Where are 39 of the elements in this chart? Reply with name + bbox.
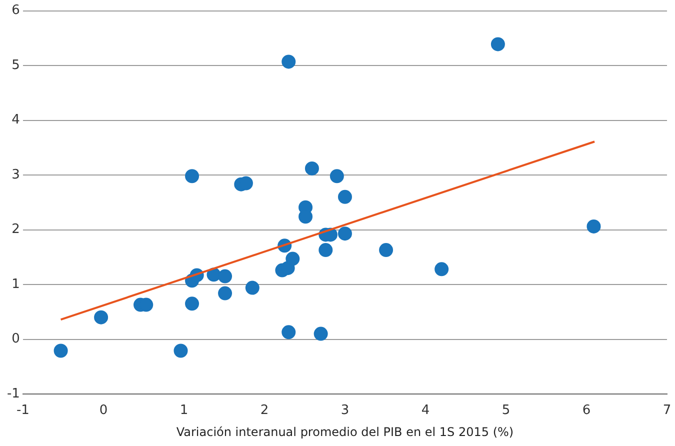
x-tick-label: 5: [502, 403, 510, 418]
x-tick-label: 3: [340, 403, 350, 418]
point: [314, 326, 328, 341]
y-tick-label: -1: [6, 386, 20, 402]
point: [379, 243, 394, 258]
x-tick-label: 2: [260, 403, 269, 418]
point: [286, 252, 300, 266]
point: [338, 226, 352, 241]
point: [245, 280, 260, 295]
point: [330, 169, 344, 184]
point: [174, 344, 188, 358]
y-tick-label: 6: [12, 3, 20, 18]
point: [338, 190, 352, 204]
point: [586, 219, 601, 234]
point: [298, 210, 313, 224]
x-tick-label: 4: [421, 403, 430, 418]
y-tick-label: 3: [12, 167, 20, 182]
x-axis-title: Variación interanual promedio del PIB en el 1S 2015 (%): [176, 424, 514, 439]
x-tick-label: 6: [582, 403, 591, 418]
y-tick-label: 0: [12, 332, 20, 347]
point: [185, 169, 200, 184]
point: [218, 269, 232, 284]
point: [318, 243, 333, 258]
point: [218, 286, 232, 300]
y-tick-label: 5: [12, 58, 20, 73]
y-tick-label: 1: [12, 276, 20, 292]
point: [304, 161, 319, 176]
point: [185, 296, 200, 311]
y-tick-label: 2: [12, 222, 20, 238]
point: [282, 54, 296, 69]
x-tick-label: 1: [180, 403, 188, 418]
x-tick-label: 0: [99, 403, 108, 418]
point: [54, 344, 68, 358]
point: [282, 325, 296, 340]
point: [94, 310, 108, 324]
x-tick-label: 7: [662, 403, 672, 418]
point: [490, 37, 505, 52]
point: [434, 262, 449, 276]
y-tick-label: 4: [12, 112, 20, 128]
